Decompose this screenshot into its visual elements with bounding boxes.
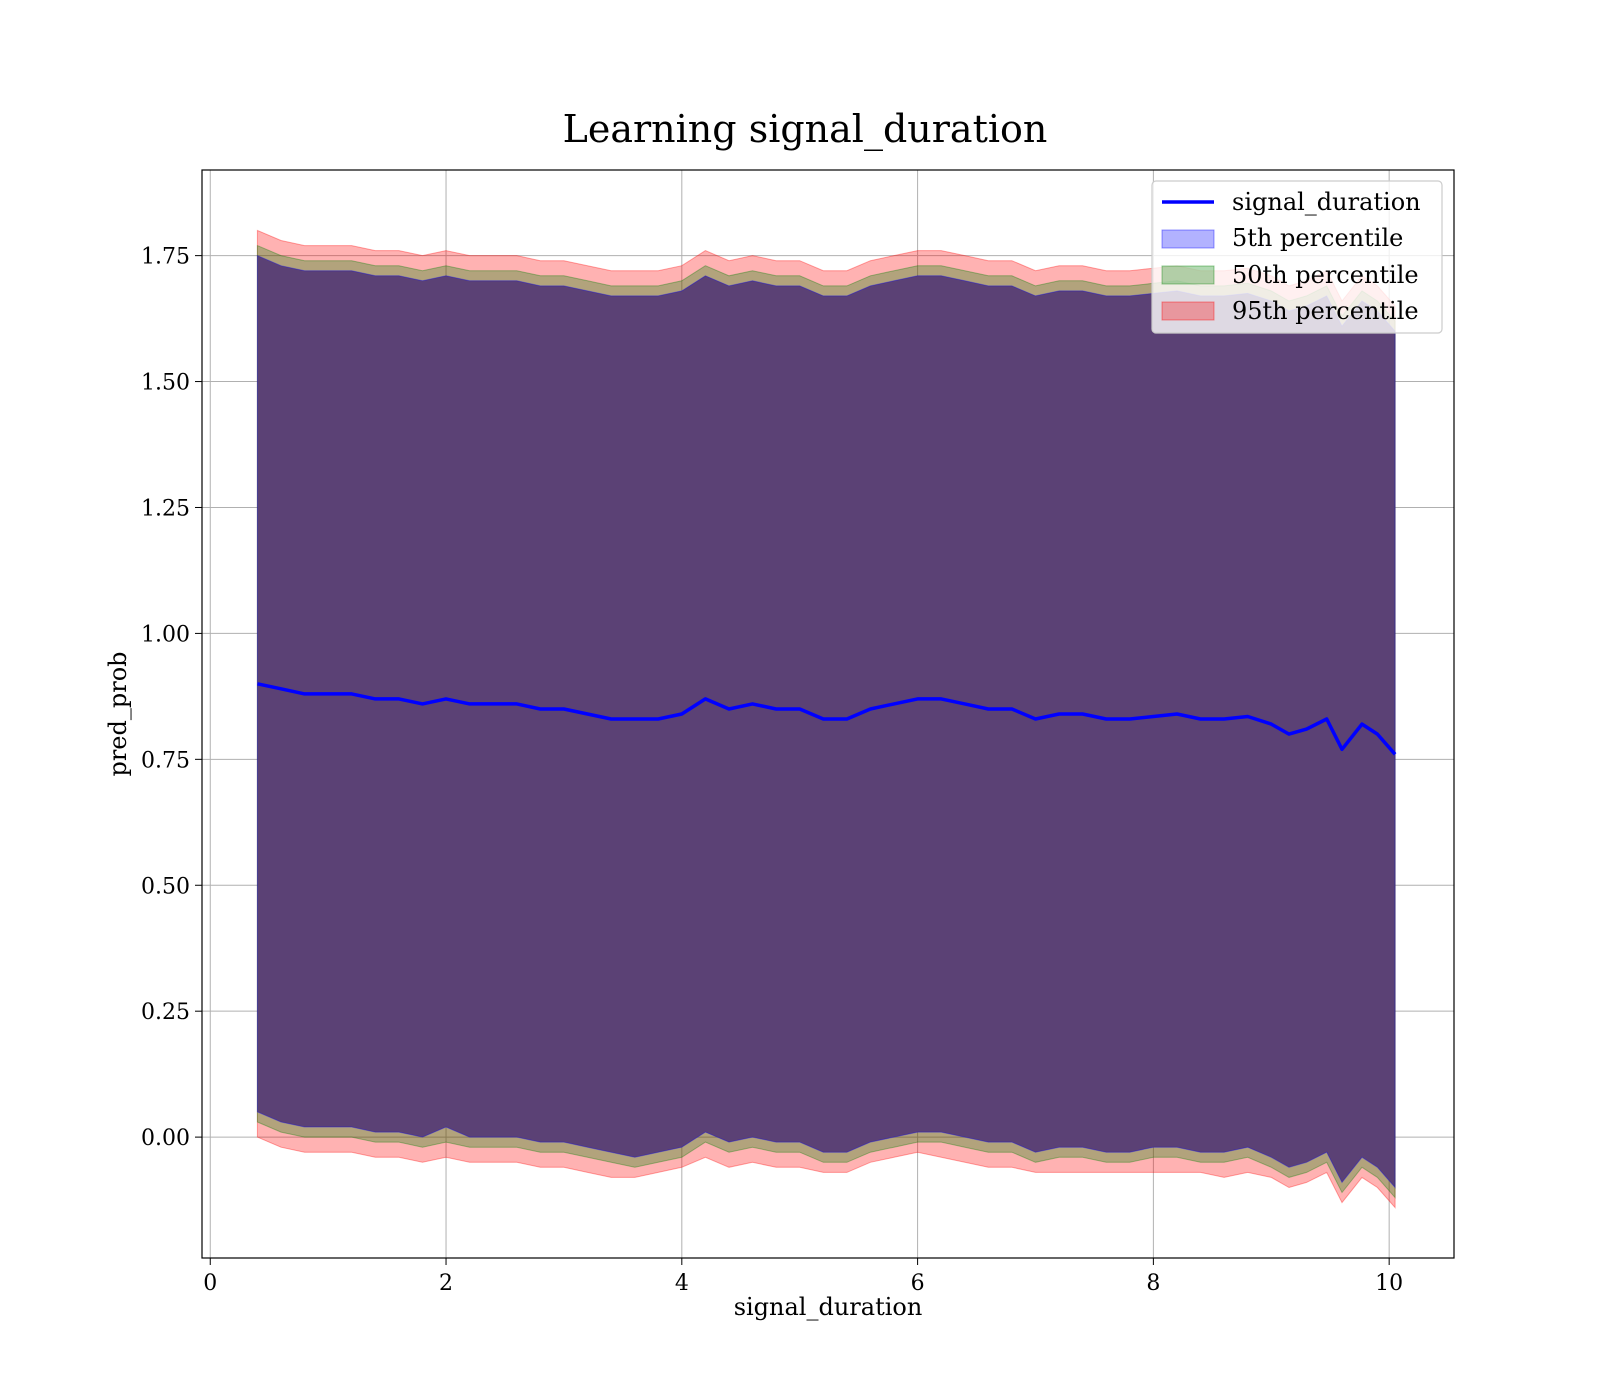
legend-label-95th-percentile: 95th percentile [1232, 297, 1419, 325]
band-50th-percentile [256, 244, 1396, 1199]
x-axis-label: signal_duration [734, 1293, 923, 1321]
axis-ticks: 0 2 4 6 8 10 0.00 0.25 0.50 0.75 1.00 1.25 1.50 1.75 [141, 245, 1403, 1296]
series-line-signal-duration [257, 682, 1397, 756]
plot-frame [201, 169, 1455, 1259]
y-tick-label: 1.75 [141, 245, 190, 270]
band-5th-percentile [256, 254, 1396, 1189]
chart-title: Learning signal_duration [563, 107, 1048, 152]
legend-label-5th-percentile: 5th percentile [1232, 224, 1403, 252]
legend-label-signal-duration: signal_duration [1232, 188, 1421, 216]
percentile-bands [256, 229, 1396, 1209]
band-overlap-area [257, 255, 1396, 1188]
legend-swatch-95th-percentile [1161, 301, 1215, 321]
series-lines [257, 682, 1397, 756]
y-tick-label: 1.00 [141, 622, 190, 647]
y-tick-label: 0.00 [141, 1126, 190, 1151]
legend-frame [1151, 180, 1443, 334]
y-axis-label: pred_prob [104, 651, 132, 776]
x-tick-label: 8 [1146, 1271, 1160, 1296]
x-tick-label: 2 [439, 1271, 453, 1296]
x-tick-label: 6 [911, 1271, 925, 1296]
y-tick-label: 0.50 [141, 874, 190, 899]
y-tick-label: 1.25 [141, 496, 190, 521]
y-tick-label: 0.25 [141, 1000, 190, 1025]
x-tick-label: 4 [675, 1271, 689, 1296]
legend: signal_duration 5th percentile 50th perc… [1151, 180, 1443, 334]
legend-swatch-50th-percentile [1161, 265, 1215, 285]
x-tick-label: 0 [203, 1271, 217, 1296]
y-tick-label: 1.50 [141, 371, 190, 396]
y-tick-label: 0.75 [141, 748, 190, 773]
legend-label-50th-percentile: 50th percentile [1232, 261, 1419, 289]
x-tick-label: 10 [1375, 1271, 1403, 1296]
legend-swatch-5th-percentile [1161, 229, 1215, 249]
